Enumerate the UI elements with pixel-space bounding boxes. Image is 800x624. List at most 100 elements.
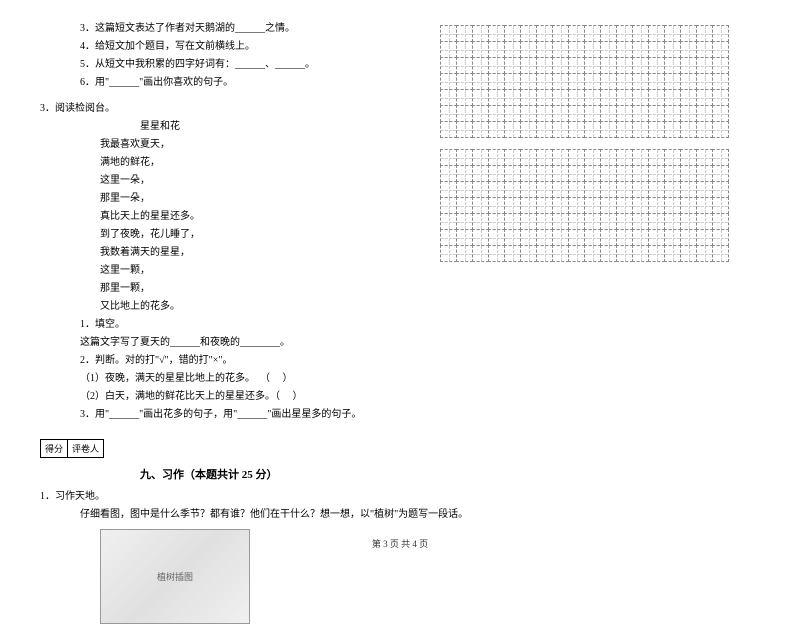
q3-item: 5．从短文中我积累的四字好词有：______、______。 (40, 56, 410, 74)
grid-cell (600, 41, 617, 58)
reading-q2: 2．判断。对的打"√"，错的打"×"。 (40, 352, 410, 370)
grid-cell (536, 57, 553, 74)
grid-cell (472, 73, 489, 90)
grid-cell (504, 25, 521, 42)
grid-cell (440, 229, 457, 246)
grid-cell (568, 165, 585, 182)
grid-cell (472, 25, 489, 42)
grid-cell (648, 245, 665, 262)
grid-cell (712, 213, 729, 230)
grid-cell (488, 57, 505, 74)
grid-cell (712, 165, 729, 182)
grid-cell (680, 41, 697, 58)
grid-cell (520, 181, 537, 198)
grid-cell (696, 213, 713, 230)
grid-cell (648, 73, 665, 90)
grid-cell (696, 245, 713, 262)
grid-cell (680, 165, 697, 182)
grid-cell (504, 181, 521, 198)
grid-cell (712, 121, 729, 138)
grid-cell (648, 41, 665, 58)
grid-cell (456, 213, 473, 230)
grid-cell (472, 213, 489, 230)
grid-cell (712, 149, 729, 166)
grid-cell (472, 229, 489, 246)
grid-cell (472, 41, 489, 58)
grid-cell (472, 149, 489, 166)
grid-cell (712, 245, 729, 262)
grid-cell (552, 181, 569, 198)
poem-line: 这里一朵， (40, 172, 410, 190)
grid-cell (664, 229, 681, 246)
grid-cell (600, 165, 617, 182)
grid-cell (632, 165, 649, 182)
grid-cell (696, 149, 713, 166)
grid-cell (536, 105, 553, 122)
grid-cell (520, 213, 537, 230)
grid-cell (536, 213, 553, 230)
grid-cell (488, 149, 505, 166)
grid-cell (712, 57, 729, 74)
reading-q1-text: 这篇文字写了夏天的______和夜晚的________。 (40, 334, 410, 352)
grid-row (440, 25, 760, 41)
grid-cell (520, 73, 537, 90)
grid-cell (488, 41, 505, 58)
grid-cell (520, 149, 537, 166)
grid-cell (504, 121, 521, 138)
grid-cell (616, 89, 633, 106)
grid-cell (456, 105, 473, 122)
grid-cell (696, 181, 713, 198)
grid-cell (584, 197, 601, 214)
grid-cell (568, 41, 585, 58)
grid-cell (520, 57, 537, 74)
grid-cell (632, 89, 649, 106)
grid-cell (616, 149, 633, 166)
grid-cell (616, 229, 633, 246)
grid-cell (568, 121, 585, 138)
grid-cell (488, 89, 505, 106)
reading-q2-1: （1）夜晚，满天的星星比地上的花多。 （ ） (40, 370, 410, 388)
grid-cell (584, 245, 601, 262)
grid-cell (584, 73, 601, 90)
grid-cell (600, 229, 617, 246)
grid-cell (456, 229, 473, 246)
grid-cell (504, 165, 521, 182)
grid-cell (664, 73, 681, 90)
grid-row (440, 213, 760, 229)
grader-label: 评卷人 (68, 440, 103, 457)
grid-cell (440, 197, 457, 214)
grid-cell (536, 197, 553, 214)
grid-cell (680, 181, 697, 198)
grid-cell (536, 229, 553, 246)
grid-cell (680, 89, 697, 106)
grid-cell (504, 229, 521, 246)
grid-cell (520, 105, 537, 122)
grid-cell (568, 197, 585, 214)
grid-cell (600, 149, 617, 166)
grid-cell (632, 41, 649, 58)
grid-cell (600, 213, 617, 230)
grid-cell (632, 245, 649, 262)
grid-cell (648, 181, 665, 198)
grid-cell (600, 25, 617, 42)
grid-cell (648, 25, 665, 42)
grid-cell (584, 181, 601, 198)
grid-cell (552, 165, 569, 182)
grid-cell (680, 25, 697, 42)
grid-cell (632, 197, 649, 214)
grid-cell (696, 165, 713, 182)
q3-item: 3．这篇短文表达了作者对天鹅湖的______之情。 (40, 20, 410, 38)
grid-cell (600, 57, 617, 74)
grid-cell (520, 229, 537, 246)
grid-cell (520, 197, 537, 214)
grid-cell (664, 149, 681, 166)
writing-grid-2 (440, 149, 760, 261)
grid-cell (456, 165, 473, 182)
poem-line: 又比地上的花多。 (40, 298, 410, 316)
grid-cell (616, 57, 633, 74)
grid-cell (520, 245, 537, 262)
grid-cell (520, 41, 537, 58)
q3-item: 4．给短文加个题目，写在文前横线上。 (40, 38, 410, 56)
grid-cell (552, 105, 569, 122)
grid-cell (456, 245, 473, 262)
